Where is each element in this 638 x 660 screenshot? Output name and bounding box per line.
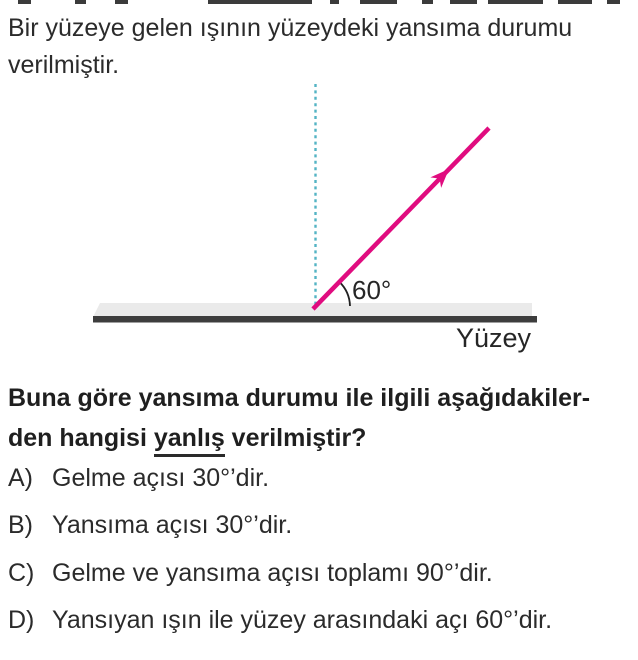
option-c[interactable]: C) Gelme ve yansıma açısı toplamı 90°’di…: [8, 559, 493, 588]
cropped-text-artifact: [0, 0, 638, 5]
option-b-text: Yansıma açısı 30°’dir.: [52, 511, 293, 539]
option-a-letter: A): [8, 464, 33, 492]
option-d[interactable]: D) Yansıyan ışın ile yüzey arasındaki aç…: [8, 606, 552, 635]
option-c-text: Gelme ve yansıma açısı toplamı 90°’dir.: [52, 559, 493, 587]
option-d-text: Yansıyan ışın ile yüzey arasındaki açı 6…: [52, 606, 553, 634]
option-b-letter: B): [8, 511, 33, 539]
question-line-2-suffix: verilmiştir?: [224, 424, 367, 452]
intro-line-1: Bir yüzeye gelen ışının yüzeydeki yansım…: [8, 14, 573, 42]
angle-value: 60°: [352, 275, 391, 305]
option-d-letter: D): [8, 606, 35, 634]
surface-edge: [93, 316, 537, 323]
question-line-1: Buna göre yansıma durumu ile ilgili aşağ…: [8, 384, 591, 412]
surface-label: Yüzey: [456, 323, 532, 353]
option-a[interactable]: A) Gelme açısı 30°’dir.: [8, 464, 269, 493]
angle-arc: [338, 281, 351, 307]
question-underlined-word: yanlış: [153, 424, 225, 457]
reflected-ray: [311, 126, 491, 311]
intro-line-2: verilmiştir.: [8, 51, 120, 79]
reflection-diagram: 60° Yüzey: [93, 84, 537, 353]
question-line-2: den hangisi yanlış verilmiştir?: [8, 418, 590, 458]
question-line-2-prefix: den hangisi: [8, 424, 154, 452]
option-b[interactable]: B) Yansıma açısı 30°’dir.: [8, 511, 292, 540]
intro-text: Bir yüzeye gelen ışının yüzeydeki yansım…: [8, 10, 572, 84]
surface-face: [93, 303, 532, 316]
ray-arrowhead-icon: [430, 169, 449, 188]
option-c-letter: C): [8, 559, 35, 587]
option-a-text: Gelme açısı 30°’dir.: [52, 464, 270, 492]
question-stem: Buna göre yansıma durumu ile ilgili aşağ…: [8, 378, 590, 458]
